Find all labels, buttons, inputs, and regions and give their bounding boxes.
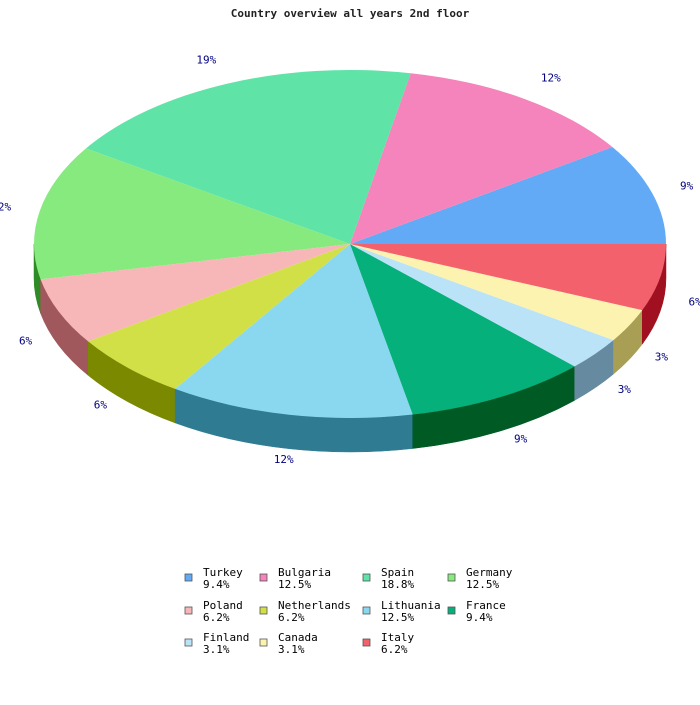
legend-value-spain: 18.8% — [381, 578, 414, 591]
pie-label-bulgaria: 12% — [541, 71, 561, 84]
legend-swatch-netherlands — [260, 607, 267, 614]
pie-tops — [34, 70, 666, 418]
pie-label-canada: 3% — [655, 350, 669, 363]
pie-label-turkey: 9% — [680, 180, 694, 193]
pie-label-germany: 12% — [0, 201, 11, 214]
legend-swatch-lithuania — [363, 607, 370, 614]
legend-value-finland: 3.1% — [203, 643, 230, 656]
legend-value-netherlands: 6.2% — [278, 611, 305, 624]
legend-swatch-poland — [185, 607, 192, 614]
legend-swatch-finland — [185, 639, 192, 646]
legend-swatch-france — [448, 607, 455, 614]
pie-label-italy: 6% — [689, 295, 700, 308]
legend-value-bulgaria: 12.5% — [278, 578, 311, 591]
pie-label-netherlands: 6% — [94, 399, 108, 412]
pie-label-lithuania: 12% — [274, 453, 294, 466]
legend-swatch-canada — [260, 639, 267, 646]
legend-value-poland: 6.2% — [203, 611, 230, 624]
legend-value-canada: 3.1% — [278, 643, 305, 656]
pie-label-finland: 3% — [618, 383, 632, 396]
legend-swatch-italy — [363, 639, 370, 646]
pie-label-france: 9% — [514, 433, 528, 446]
legend-swatch-turkey — [185, 574, 192, 581]
legend-swatch-spain — [363, 574, 370, 581]
legend-swatch-germany — [448, 574, 455, 581]
legend-value-germany: 12.5% — [466, 578, 499, 591]
legend-swatch-bulgaria — [260, 574, 267, 581]
legend-value-turkey: 9.4% — [203, 578, 230, 591]
legend-value-france: 9.4% — [466, 611, 493, 624]
legend-value-lithuania: 12.5% — [381, 611, 414, 624]
legend-value-italy: 6.2% — [381, 643, 408, 656]
pie-label-poland: 6% — [19, 335, 33, 348]
chart-title: Country overview all years 2nd floor — [231, 7, 470, 20]
pie-label-spain: 19% — [196, 54, 216, 67]
